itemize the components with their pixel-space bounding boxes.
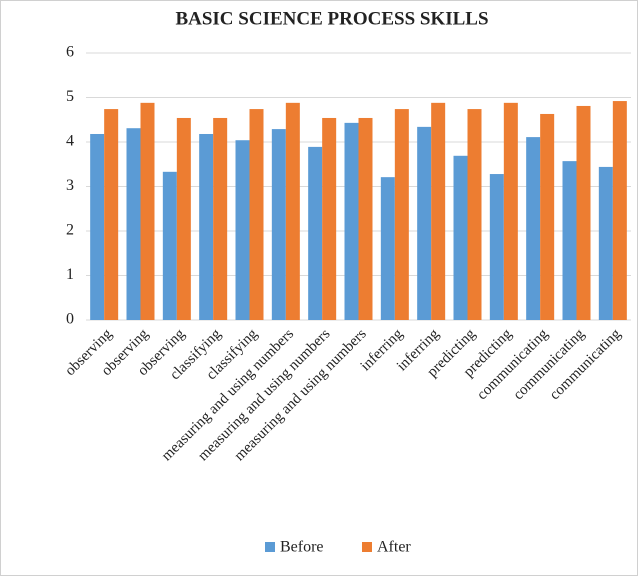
- bar: [598, 166, 613, 320]
- bar: [344, 122, 359, 321]
- bar: [249, 109, 264, 320]
- bar: [540, 113, 555, 320]
- bar: [235, 140, 250, 320]
- bar: [213, 117, 228, 320]
- bar: [526, 137, 541, 320]
- y-tick-label: 0: [66, 311, 74, 328]
- bar: [358, 117, 373, 320]
- bar: [162, 171, 177, 320]
- legend-label: Before: [280, 539, 324, 556]
- bar: [380, 177, 395, 320]
- y-tick-label: 2: [66, 222, 74, 239]
- y-tick-label: 4: [66, 133, 74, 150]
- legend-label: After: [377, 539, 411, 556]
- bar: [90, 133, 105, 320]
- y-tick-label: 3: [66, 177, 74, 194]
- bar: [140, 102, 155, 320]
- bar: [104, 109, 119, 320]
- bar: [308, 146, 323, 320]
- bar: [176, 117, 191, 320]
- y-tick-label: 5: [66, 88, 74, 105]
- bar: [612, 101, 627, 320]
- bar: [453, 155, 468, 320]
- bar: [285, 102, 300, 320]
- y-tick-label: 6: [66, 44, 74, 61]
- bar: [431, 102, 446, 320]
- bar: [489, 174, 504, 320]
- bar: [271, 129, 286, 320]
- bar: [322, 117, 337, 320]
- legend-swatch: [265, 542, 275, 552]
- bar: [503, 102, 518, 320]
- bar: [417, 126, 432, 321]
- bar: [576, 105, 591, 320]
- bar: [562, 161, 577, 320]
- bar: [394, 109, 409, 320]
- chart-title: BASIC SCIENCE PROCESS SKILLS: [175, 8, 488, 29]
- legend-swatch: [362, 542, 372, 552]
- bar: [126, 128, 141, 320]
- y-tick-label: 1: [66, 266, 74, 283]
- bar: [467, 109, 482, 320]
- bar: [199, 133, 214, 320]
